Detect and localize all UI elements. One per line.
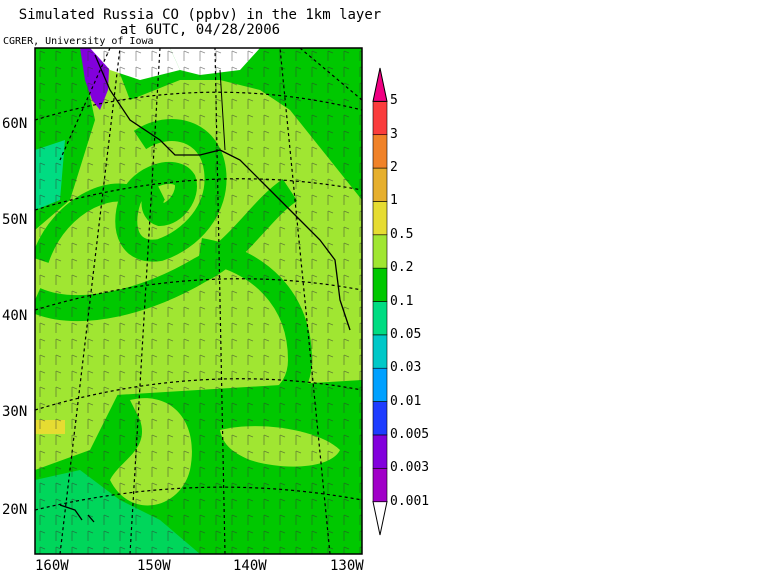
colorbar-swatch (372, 467, 388, 502)
colorbar-swatch (372, 101, 388, 136)
colorbar-swatch (372, 367, 388, 402)
lon-label-160w: 160W (35, 558, 69, 574)
credit-label: CGRER, University of Iowa (3, 36, 154, 47)
colorbar-level-label: 0.003 (390, 460, 430, 476)
map-subtitle: at 6UTC, 04/28/2006 (119, 22, 281, 38)
colorbar-top-arrow (372, 67, 388, 102)
lon-label-140w: 140W (233, 558, 267, 574)
colorbar-bottom-arrow (372, 501, 388, 536)
lat-label-50n: 50N (2, 212, 28, 228)
colorbar-level-label: 0.2 (390, 260, 414, 276)
lat-label-30n: 30N (2, 404, 28, 420)
colorbar-swatch (372, 334, 388, 369)
lon-label-130w: 130W (330, 558, 364, 574)
colorbar-swatch (372, 267, 388, 302)
map-plot-area (35, 48, 362, 554)
colorbar-level-label: 0.5 (390, 226, 414, 242)
colorbar-level-label: 3 (390, 126, 398, 142)
colorbar-level-label: 0.001 (390, 493, 430, 509)
colorbar-level-label: 0.03 (390, 360, 422, 376)
lat-label-40n: 40N (2, 308, 28, 324)
colorbar-swatch (372, 234, 388, 269)
map-title: Simulated Russia CO (ppbv) in the 1km la… (18, 7, 382, 23)
lat-label-60n: 60N (2, 116, 28, 132)
colorbar-swatch (372, 201, 388, 236)
colorbar-level-label: 1 (390, 193, 398, 209)
colorbar-swatch (372, 167, 388, 202)
colorbar-level-label: 0.05 (390, 326, 422, 342)
colorbar-level-label: 5 (390, 93, 398, 109)
colorbar-level-label: 0.01 (390, 393, 422, 409)
colorbar-swatch (372, 134, 388, 169)
colorbar-swatch (372, 301, 388, 336)
lat-label-20n: 20N (2, 502, 28, 518)
lon-label-150w: 150W (137, 558, 171, 574)
colorbar-level-label: 2 (390, 160, 398, 176)
colorbar-swatch (372, 434, 388, 469)
colorbar-swatch (372, 401, 388, 436)
colorbar-level-label: 0.1 (390, 293, 414, 309)
colorbar-level-label: 0.005 (390, 426, 430, 442)
